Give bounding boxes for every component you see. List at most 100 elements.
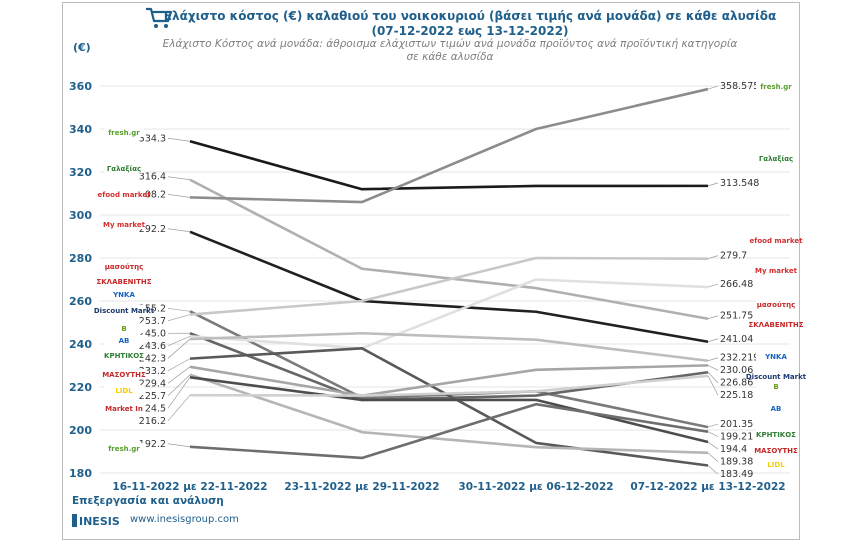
y-tick-label: 300 — [69, 209, 92, 222]
x-tick-label: 30-11-2022 με 06-12-2022 — [458, 481, 613, 493]
leader-line — [167, 443, 191, 448]
leader-line — [167, 307, 191, 312]
series-line-13 — [189, 374, 709, 397]
my-market-logo: My market — [755, 265, 798, 275]
series-line-3 — [189, 230, 709, 344]
x-tick-label: 23-11-2022 με 29-11-2022 — [284, 481, 439, 493]
masoutis-2-logo: ΜΑΣΟΥΤΗΣ — [102, 369, 146, 379]
x-tick-label: 16-11-2022 με 22-11-2022 — [112, 481, 267, 493]
masoutis-2-logo: ΜΑΣΟΥΤΗΣ — [754, 445, 798, 455]
leader-line — [167, 335, 191, 347]
leader-line — [707, 452, 719, 462]
leader-line — [707, 85, 719, 90]
data-label-first-1: 316.4 — [139, 172, 166, 183]
kritikos-logo-text: ΚΡΗΤΙΚΟΣ — [756, 431, 796, 439]
masoutis-2-logo-text: ΜΑΣΟΥΤΗΣ — [102, 371, 146, 379]
fresh-gr-logo-text: fresh.gr — [108, 129, 140, 137]
title-line-2: (07-12-2022 εως 13-12-2022) — [371, 24, 569, 38]
data-label-first-0: 334.3 — [139, 133, 166, 144]
masoutis-logo: μασούτης — [104, 261, 144, 271]
data-label-last-2: 358.575 — [720, 81, 759, 92]
data-label-last-8: 232.219 — [720, 353, 759, 364]
inesis-logo: INESIS — [72, 512, 128, 534]
data-label-last-11: 189.38 — [720, 457, 753, 468]
discount-markt-logo: Discount Markt — [94, 305, 155, 315]
leader-line — [167, 314, 191, 322]
chart-subtitle: Ελάχιστο Κόστος ανά μονάδα: άθροισμα ελά… — [150, 38, 750, 64]
my-market-logo: My market — [103, 219, 146, 229]
chart-title: Ελάχιστο κόστος (€) καλαθιού του νοικοκυ… — [160, 9, 780, 39]
lidl-logo-text: LIDL — [767, 461, 785, 469]
leader-line — [707, 283, 719, 288]
series-line-0 — [189, 140, 709, 191]
series-line-12 — [189, 376, 709, 444]
kritikos-logo: ΚΡΗΤΙΚΟΣ — [104, 350, 144, 360]
data-label-first-14: 192.2 — [139, 439, 166, 450]
data-label-last-7: 266.48 — [720, 279, 753, 290]
leader-line — [167, 394, 191, 422]
ab-logo-text: AB — [119, 337, 130, 345]
leader-line — [167, 137, 191, 142]
leader-line — [167, 194, 191, 198]
series-line-8 — [189, 331, 709, 363]
fresh-gr-logo: fresh.gr — [104, 127, 144, 137]
leader-line — [167, 358, 191, 372]
leader-line — [707, 365, 719, 371]
data-label-last-5: 279.7 — [720, 251, 747, 262]
leader-line — [707, 357, 719, 362]
discount-markt-logo: Discount Markt — [746, 371, 807, 381]
data-label-first-5: 253.7 — [139, 316, 166, 327]
leader-line — [167, 338, 191, 359]
fresh-gr-logo-text: fresh.gr — [108, 445, 140, 453]
bazaar-logo-text: B — [121, 325, 126, 333]
series-line-5 — [189, 256, 709, 316]
leader-line — [707, 372, 719, 383]
data-label-first-7: 243.6 — [139, 341, 166, 352]
chart-frame — [62, 2, 800, 540]
website-link[interactable]: www.inesisgroup.com — [130, 514, 239, 525]
y-tick-label: 200 — [69, 424, 92, 437]
data-label-last-12: 194.4 — [720, 444, 747, 455]
efood-market-logo-text: efood market — [750, 237, 804, 245]
leader-line — [167, 377, 191, 409]
leader-line — [167, 228, 191, 233]
sklavenitis-logo-text: ΣΚΛΑΒΕΝΙΤΗΣ — [96, 278, 151, 286]
sklavenitis-logo: ΣΚΛΑΒΕΝΙΤΗΣ — [748, 319, 804, 329]
galaxias-logo: Γαλαξίας — [104, 163, 144, 173]
masoutis-logo: μασούτης — [756, 299, 796, 309]
lidl-logo: LIDL — [756, 459, 796, 469]
masoutis-logo-text: μασούτης — [105, 263, 144, 271]
data-label-last-9: 183.49 — [720, 469, 753, 480]
data-label-first-3: 292.2 — [139, 224, 166, 235]
leader-line — [707, 465, 719, 475]
y-tick-label: 340 — [69, 123, 92, 136]
y-tick-label: 180 — [69, 467, 92, 480]
sklavenitis-logo: ΣΚΛΑΒΕΝΙΤΗΣ — [96, 276, 152, 286]
data-label-first-10: 229.4 — [139, 378, 166, 389]
galaxias-logo-text: Γαλαξίας — [759, 155, 793, 163]
leader-line — [167, 366, 191, 384]
y-tick-label: 280 — [69, 252, 92, 265]
y-axis-unit: (€) — [73, 41, 91, 54]
fresh-gr-logo-text: fresh.gr — [760, 83, 792, 91]
title-line-1: Ελάχιστο κόστος (€) καλαθιού του νοικοκυ… — [163, 9, 777, 23]
leader-line — [167, 374, 191, 397]
data-label-first-12: 224.5 — [139, 403, 166, 414]
masoutis-2-logo-text: ΜΑΣΟΥΤΗΣ — [754, 447, 798, 455]
inesis-brand-text: INESIS — [79, 515, 120, 528]
leader-line — [707, 375, 719, 396]
ynka-logo-text: ΥΝΚΑ — [764, 353, 787, 361]
y-tick-label: 240 — [69, 338, 92, 351]
data-label-last-4: 201.35 — [720, 419, 753, 430]
lidl-logo: LIDL — [104, 385, 144, 395]
y-tick-label: 360 — [69, 80, 92, 93]
data-label-first-11: 225.7 — [139, 391, 166, 402]
fresh-gr-logo: fresh.gr — [104, 443, 144, 453]
data-label-last-1: 251.75 — [720, 311, 753, 322]
lidl-logo-text: LIDL — [115, 387, 133, 395]
shopping-cart-icon — [146, 7, 173, 28]
ynka-logo: ΥΝΚΑ — [104, 289, 144, 299]
leader-line — [167, 176, 191, 181]
series-line-2 — [189, 87, 709, 204]
